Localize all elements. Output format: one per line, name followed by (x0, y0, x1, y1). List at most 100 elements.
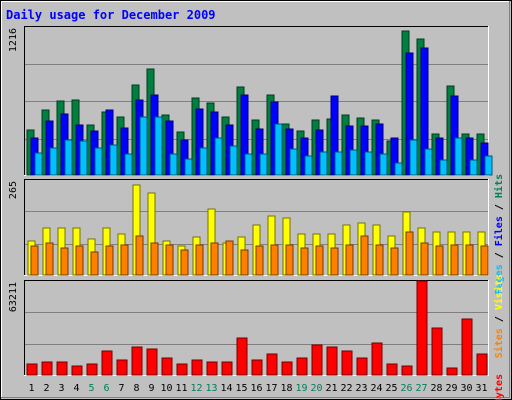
hits-files-pages-bar-pages-day-13 (214, 137, 223, 176)
day-label-12: 12 (190, 383, 202, 394)
kbytes-bar-kbytes-day-24 (371, 342, 383, 376)
visits-sites-legend-separator: / (494, 310, 505, 328)
visits-sites-bar-sites-day-8 (135, 235, 144, 276)
visits-sites-bar-sites-day-24 (375, 244, 384, 276)
day-label-26: 26 (400, 383, 412, 394)
day-label-27: 27 (415, 383, 427, 394)
kbytes-bar-kbytes-day-16 (251, 359, 263, 376)
day-label-28: 28 (430, 383, 442, 394)
visits-sites-bar-sites-day-18 (285, 244, 294, 276)
kbytes-bar-kbytes-day-9 (146, 348, 158, 376)
kbytes-bar-kbytes-day-11 (176, 363, 188, 376)
visits-sites-bar-sites-day-20 (315, 245, 324, 276)
visits-sites-legend: Sites / Visits (493, 274, 505, 358)
hits-files-pages-bar-pages-day-17 (274, 123, 283, 176)
day-label-3: 3 (58, 383, 64, 394)
hits-files-pages-legend-files: Files (493, 216, 505, 246)
visits-sites-bar-sites-day-17 (270, 244, 279, 276)
kbytes-bar-kbytes-day-30 (461, 318, 473, 376)
kbytes-bar-kbytes-day-21 (326, 346, 338, 376)
hits-files-pages-bar-pages-day-2 (49, 147, 58, 176)
kbytes-bar-kbytes-day-12 (191, 359, 203, 376)
visits-sites-bar-sites-day-21 (330, 247, 339, 276)
visits-sites-bar-sites-day-1 (30, 245, 39, 276)
day-label-25: 25 (385, 383, 397, 394)
hits-files-pages-legend-separator: / (494, 198, 505, 216)
day-label-2: 2 (43, 383, 49, 394)
visits-sites-bar-sites-day-15 (240, 249, 249, 276)
hits-files-pages-bar-pages-day-20 (319, 151, 328, 176)
hits-files-pages-bar-pages-day-31 (484, 155, 493, 176)
day-label-7: 7 (118, 383, 124, 394)
hits-files-pages-bar-pages-day-3 (64, 139, 73, 176)
visits-sites-ymax-label: 265 (8, 181, 19, 199)
kbytes-bar-kbytes-day-25 (386, 363, 398, 376)
hits-files-pages-bar-pages-day-23 (364, 151, 373, 176)
hits-files-pages-bar-pages-day-24 (379, 153, 388, 176)
kbytes-bar-kbytes-day-29 (446, 367, 458, 376)
hits-files-pages-bar-pages-day-19 (304, 155, 313, 176)
visits-sites-bar-sites-day-5 (90, 251, 99, 276)
visits-sites-bar-sites-day-3 (60, 247, 69, 276)
day-label-30: 30 (460, 383, 472, 394)
hits-files-pages-bar-pages-day-21 (334, 151, 343, 176)
visits-sites-bar-sites-day-23 (360, 235, 369, 276)
visits-sites-legend-sites: Sites (493, 328, 505, 358)
hits-files-pages-bar-pages-day-12 (199, 147, 208, 176)
visits-sites-bar-sites-day-22 (345, 244, 354, 276)
day-label-13: 13 (205, 383, 217, 394)
hits-files-pages-bar-pages-day-18 (289, 148, 298, 176)
day-label-15: 15 (235, 383, 247, 394)
day-label-4: 4 (73, 383, 79, 394)
hits-files-pages-bar-pages-day-10 (169, 153, 178, 176)
kbytes-bar-kbytes-day-26 (401, 365, 413, 376)
visits-sites-legend-visits: Visits (493, 274, 505, 310)
hits-files-pages-bar-pages-day-29 (454, 137, 463, 176)
kbytes-bar-kbytes-day-1 (26, 363, 38, 376)
kbytes-bar-kbytes-day-23 (356, 357, 368, 376)
kbytes-bar-kbytes-day-4 (71, 365, 83, 376)
hits-files-pages-bar-pages-day-4 (79, 140, 88, 176)
visits-sites-bar-sites-day-9 (150, 242, 159, 276)
kbytes-bar-kbytes-day-22 (341, 350, 353, 376)
visits-sites-bar-sites-day-31 (480, 245, 489, 276)
hits-files-pages-ymax-label: 1216 (8, 28, 19, 52)
kbytes-bar-kbytes-day-17 (266, 353, 278, 376)
hits-files-pages-bar-pages-day-7 (124, 153, 133, 176)
day-label-17: 17 (265, 383, 277, 394)
kbytes-bar-kbytes-day-27 (416, 280, 428, 376)
kbytes-bar-kbytes-day-19 (296, 357, 308, 376)
visits-sites-bar-sites-day-19 (300, 247, 309, 276)
hits-files-pages-bar-pages-day-6 (109, 144, 118, 176)
day-axis-labels: 1 2 3 4 5 6 7 8 9 10 11 12 13 14 15 16 17 18 19 20 21 22 23 24 2… (28, 383, 487, 394)
kbytes-bar-kbytes-day-13 (206, 361, 218, 376)
visits-sites-bar-sites-day-4 (75, 245, 84, 276)
hits-files-pages-bar-pages-day-30 (469, 159, 478, 176)
hits-files-pages-bar-pages-day-8 (139, 116, 148, 176)
visits-sites-bar-sites-day-26 (405, 231, 414, 276)
visits-sites-bar-sites-day-27 (420, 242, 429, 276)
hits-files-pages-bar-pages-day-11 (184, 158, 193, 176)
visits-sites-bar-sites-day-14 (225, 240, 234, 276)
day-label-24: 24 (370, 383, 382, 394)
kbytes-bar-kbytes-day-6 (101, 350, 113, 376)
kbytes-bar-kbytes-day-7 (116, 359, 128, 376)
day-label-6: 6 (103, 383, 109, 394)
hits-files-pages-bar-pages-day-27 (424, 148, 433, 176)
day-label-22: 22 (340, 383, 352, 394)
day-label-9: 9 (148, 383, 154, 394)
kbytes-bar-kbytes-day-28 (431, 327, 443, 376)
hits-files-pages-bar-pages-day-9 (154, 116, 163, 176)
day-label-1: 1 (28, 383, 34, 394)
hits-files-pages-bar-pages-day-26 (409, 139, 418, 176)
chart-title: Daily usage for December 2009 (6, 8, 216, 22)
visits-sites-bar-sites-day-28 (435, 245, 444, 276)
kbytes-bar-kbytes-day-14 (221, 361, 233, 376)
day-label-31: 31 (475, 383, 487, 394)
panel-hits-files-pages: 1216 Pages / Files / Hits (8, 26, 505, 294)
visits-sites-bar-sites-day-25 (390, 247, 399, 276)
hits-files-pages-bar-pages-day-28 (439, 159, 448, 176)
visits-sites-bar-sites-day-13 (210, 242, 219, 276)
day-label-20: 20 (310, 383, 322, 394)
